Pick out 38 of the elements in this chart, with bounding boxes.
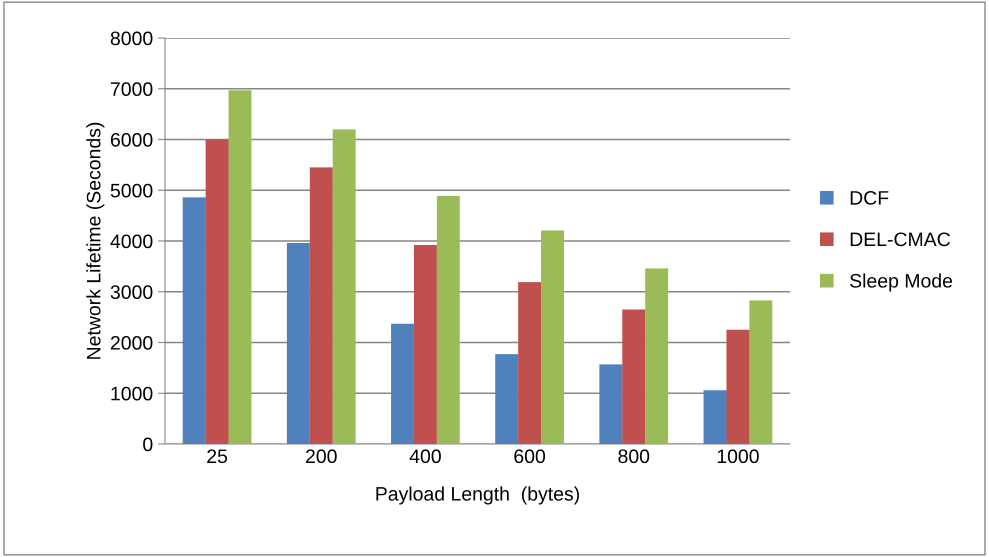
y-tick-label: 5000	[110, 184, 152, 198]
y-tick-label: 0	[143, 437, 152, 452]
bar	[518, 282, 542, 444]
bar	[182, 197, 206, 444]
bar	[310, 167, 333, 444]
y-tick-label: 1000	[111, 386, 152, 400]
bar	[599, 364, 622, 444]
y-tick-label: 3000	[110, 285, 152, 299]
x-axis-title: Payload Length (bytes)	[376, 486, 579, 505]
y-tick-label: 8000	[110, 31, 152, 46]
x-tick-label: 400	[410, 449, 441, 464]
x-tick-label: 800	[618, 449, 650, 464]
y-tick-label: 6000	[110, 132, 152, 147]
y-axis-title: Network Lifetime (Seconds)	[86, 122, 104, 359]
x-tick-label: 25	[207, 449, 228, 464]
bar	[332, 129, 356, 444]
bar	[206, 140, 229, 444]
bar	[749, 300, 772, 444]
bar	[645, 268, 668, 444]
legend-label: Sleep Mode	[850, 273, 952, 292]
y-tick-label: 7000	[110, 82, 152, 96]
bar	[286, 243, 310, 444]
x-tick-label: 600	[514, 449, 546, 464]
y-tick-label: 2000	[110, 336, 152, 350]
legend-label: DCF	[850, 190, 888, 205]
bar	[391, 324, 414, 444]
bar	[726, 330, 750, 444]
bar	[704, 390, 726, 444]
bar	[228, 90, 252, 444]
x-tick-label: 200	[306, 449, 337, 464]
bar	[541, 230, 564, 444]
x-tick-label: 1000	[718, 449, 759, 464]
y-tick-label: 4000	[110, 234, 152, 248]
bar	[622, 310, 646, 444]
bar	[495, 354, 518, 444]
bar	[436, 196, 460, 444]
legend-label: DEL-CMAC	[850, 232, 950, 246]
bar	[414, 245, 437, 444]
